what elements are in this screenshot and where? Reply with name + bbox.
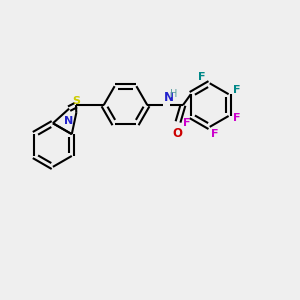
Text: N: N [64, 116, 74, 126]
Text: H: H [170, 89, 178, 99]
Text: F: F [183, 118, 190, 128]
Text: S: S [72, 96, 80, 106]
Text: F: F [211, 129, 218, 139]
Text: F: F [233, 85, 240, 95]
Text: F: F [233, 113, 240, 123]
Text: N: N [164, 91, 174, 104]
Text: O: O [172, 127, 182, 140]
Text: F: F [198, 72, 206, 82]
